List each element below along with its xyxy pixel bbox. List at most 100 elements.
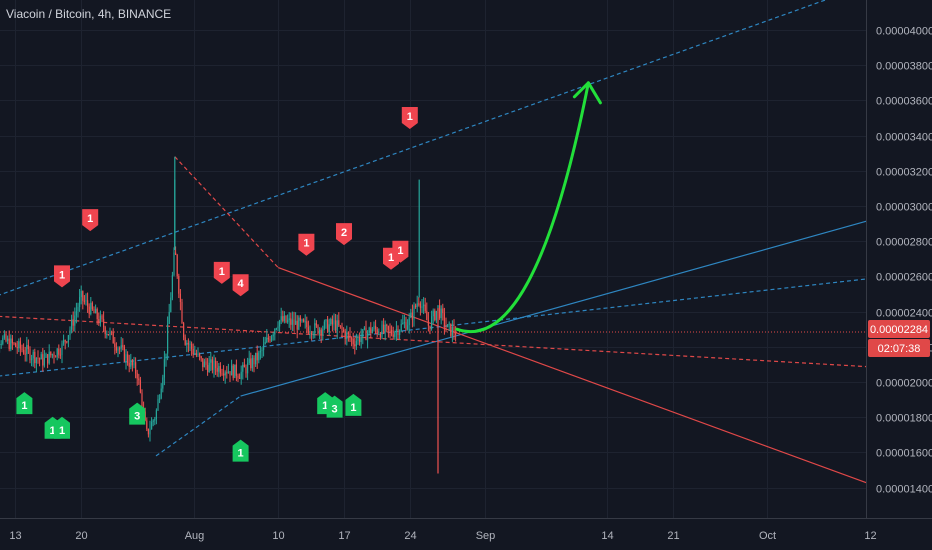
- candle-body[interactable]: [408, 317, 410, 326]
- projection-arrow[interactable]: [455, 81, 602, 334]
- candle-body[interactable]: [85, 300, 87, 302]
- candle-body[interactable]: [384, 324, 386, 332]
- candle-body[interactable]: [287, 320, 289, 323]
- candle-body[interactable]: [427, 320, 429, 326]
- candle-body[interactable]: [347, 332, 349, 335]
- candle-body[interactable]: [18, 341, 20, 349]
- candle-body[interactable]: [7, 338, 9, 342]
- candle-body[interactable]: [155, 410, 157, 420]
- candle-body[interactable]: [5, 334, 7, 342]
- candle-body[interactable]: [416, 303, 418, 307]
- candle-body[interactable]: [434, 310, 436, 321]
- candle-body[interactable]: [357, 336, 359, 341]
- candle-body[interactable]: [218, 366, 220, 372]
- candle-body[interactable]: [323, 321, 325, 330]
- candle-body[interactable]: [335, 320, 337, 331]
- candle-body[interactable]: [35, 357, 37, 364]
- candle-body[interactable]: [435, 310, 437, 321]
- candle-body[interactable]: [376, 329, 378, 334]
- candle-body[interactable]: [192, 348, 194, 355]
- candle-body[interactable]: [248, 358, 250, 364]
- candle-body[interactable]: [331, 319, 333, 325]
- candle-body[interactable]: [219, 366, 221, 374]
- candle-body[interactable]: [264, 342, 266, 345]
- candle-body[interactable]: [227, 371, 229, 373]
- candle-body[interactable]: [32, 351, 34, 359]
- candle-body[interactable]: [381, 324, 383, 338]
- candle-body[interactable]: [282, 316, 284, 322]
- candle-body[interactable]: [26, 345, 28, 355]
- candle-body[interactable]: [255, 352, 257, 365]
- candle-body[interactable]: [256, 352, 258, 361]
- price-axis-panel[interactable]: [866, 0, 932, 518]
- candle-body[interactable]: [253, 357, 255, 365]
- candle-body[interactable]: [82, 291, 84, 301]
- candle-body[interactable]: [64, 340, 66, 342]
- candle-body[interactable]: [149, 429, 151, 435]
- candle-body[interactable]: [67, 335, 69, 342]
- candle-body[interactable]: [75, 311, 77, 316]
- solid-blue-trendline[interactable]: [240, 214, 890, 397]
- candlestick-series[interactable]: [0, 156, 457, 474]
- candle-body[interactable]: [317, 325, 319, 334]
- candle-body[interactable]: [429, 325, 431, 330]
- candle-body[interactable]: [261, 349, 263, 351]
- candle-body[interactable]: [139, 380, 141, 393]
- candle-body[interactable]: [365, 327, 367, 341]
- sell-signal-marker[interactable]: 1: [213, 261, 230, 284]
- candle-body[interactable]: [63, 340, 65, 344]
- candle-body[interactable]: [322, 329, 324, 335]
- candle-body[interactable]: [141, 392, 143, 410]
- candle-body[interactable]: [320, 329, 322, 335]
- candle-body[interactable]: [243, 364, 245, 368]
- dashed-blue-trendline[interactable]: [0, 0, 889, 303]
- candle-body[interactable]: [171, 275, 173, 298]
- candle-body[interactable]: [175, 252, 177, 255]
- sell-signal-marker[interactable]: 1: [392, 240, 409, 263]
- sell-signal-marker[interactable]: 1: [401, 107, 418, 129]
- candle-body[interactable]: [299, 317, 301, 321]
- candle-body[interactable]: [176, 254, 178, 277]
- candle-body[interactable]: [61, 343, 63, 355]
- candle-body[interactable]: [165, 353, 167, 360]
- candle-body[interactable]: [173, 252, 175, 276]
- candle-body[interactable]: [226, 372, 228, 374]
- candle-body[interactable]: [111, 331, 113, 333]
- candle-body[interactable]: [290, 318, 292, 325]
- candle-body[interactable]: [448, 323, 450, 325]
- candle-body[interactable]: [288, 318, 290, 321]
- buy-signal-marker[interactable]: 3: [326, 395, 343, 418]
- candle-body[interactable]: [115, 346, 117, 351]
- candle-body[interactable]: [138, 378, 140, 381]
- candle-body[interactable]: [114, 343, 116, 347]
- candle-body[interactable]: [413, 305, 415, 320]
- candle-body[interactable]: [229, 371, 231, 376]
- candle-body[interactable]: [283, 315, 285, 322]
- candle-body[interactable]: [99, 315, 101, 324]
- candle-body[interactable]: [152, 420, 154, 422]
- candle-body[interactable]: [285, 315, 287, 323]
- candle-body[interactable]: [42, 354, 44, 366]
- candle-body[interactable]: [202, 358, 204, 368]
- candle-body[interactable]: [304, 321, 306, 323]
- candle-body[interactable]: [80, 291, 82, 298]
- dashed-blue-trendline[interactable]: [0, 275, 890, 378]
- projection-arrow-head[interactable]: [572, 81, 602, 105]
- candle-body[interactable]: [56, 348, 58, 357]
- candle-body[interactable]: [195, 353, 197, 356]
- candle-body[interactable]: [58, 348, 60, 355]
- candle-body[interactable]: [451, 326, 453, 336]
- candle-body[interactable]: [247, 363, 249, 374]
- candle-body[interactable]: [29, 349, 31, 361]
- sell-signal-marker[interactable]: 1: [54, 265, 70, 288]
- candle-body[interactable]: [125, 354, 127, 362]
- dashed-red-trendline[interactable]: [174, 156, 279, 269]
- candle-body[interactable]: [242, 364, 244, 372]
- candle-body[interactable]: [424, 304, 426, 312]
- sell-signal-marker[interactable]: 4: [232, 274, 249, 297]
- candle-body[interactable]: [411, 312, 413, 320]
- candle-body[interactable]: [389, 329, 391, 331]
- candle-body[interactable]: [447, 324, 449, 328]
- candle-body[interactable]: [210, 359, 212, 363]
- candle-body[interactable]: [402, 322, 404, 324]
